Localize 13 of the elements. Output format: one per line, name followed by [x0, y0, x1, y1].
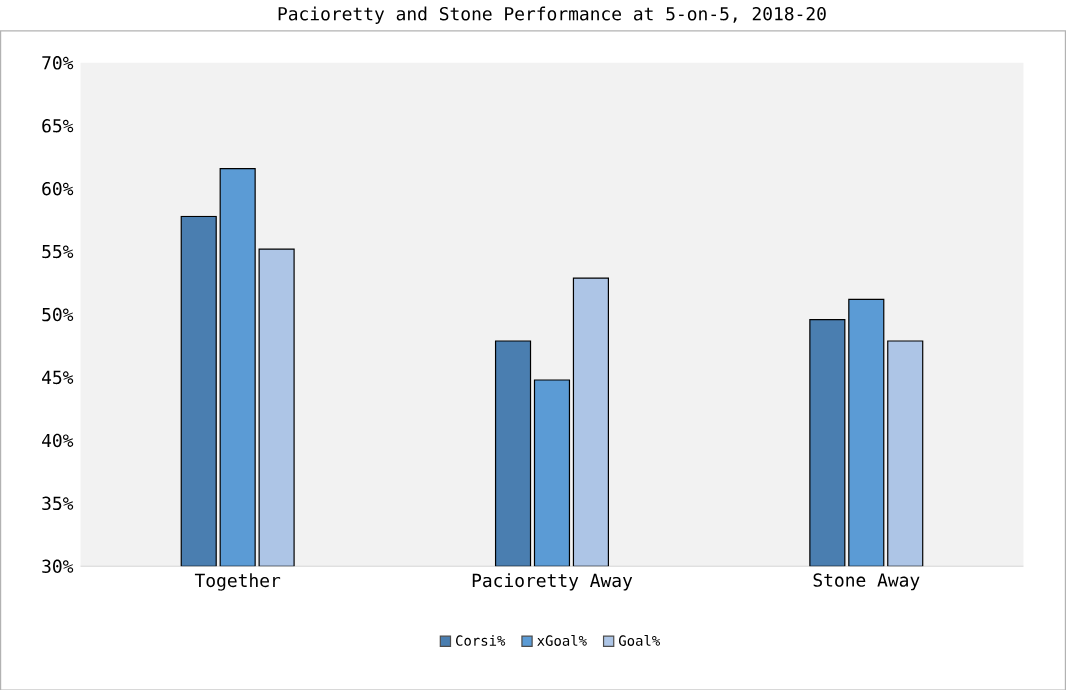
- x-tick-label: Stone Away: [813, 572, 920, 590]
- y-tick-label: 60%: [42, 181, 74, 196]
- y-tick-label: 40%: [42, 433, 74, 447]
- y-tick-label: 50%: [42, 307, 74, 321]
- y-tick-label: 45%: [42, 370, 74, 384]
- y-tick-label: 65%: [42, 118, 74, 133]
- y-tick-label: 70%: [42, 55, 74, 70]
- y-tick-label: 35%: [42, 496, 74, 510]
- x-tick-label: Together: [194, 572, 281, 591]
- y-tick-label: 30%: [42, 559, 74, 573]
- chart-title: Pacioretty and Stone Performance at 5-on-5, 2018-20: [278, 6, 826, 24]
- x-tick-label: Pacioretty Away: [472, 572, 633, 591]
- y-tick-label: 55%: [42, 244, 74, 258]
